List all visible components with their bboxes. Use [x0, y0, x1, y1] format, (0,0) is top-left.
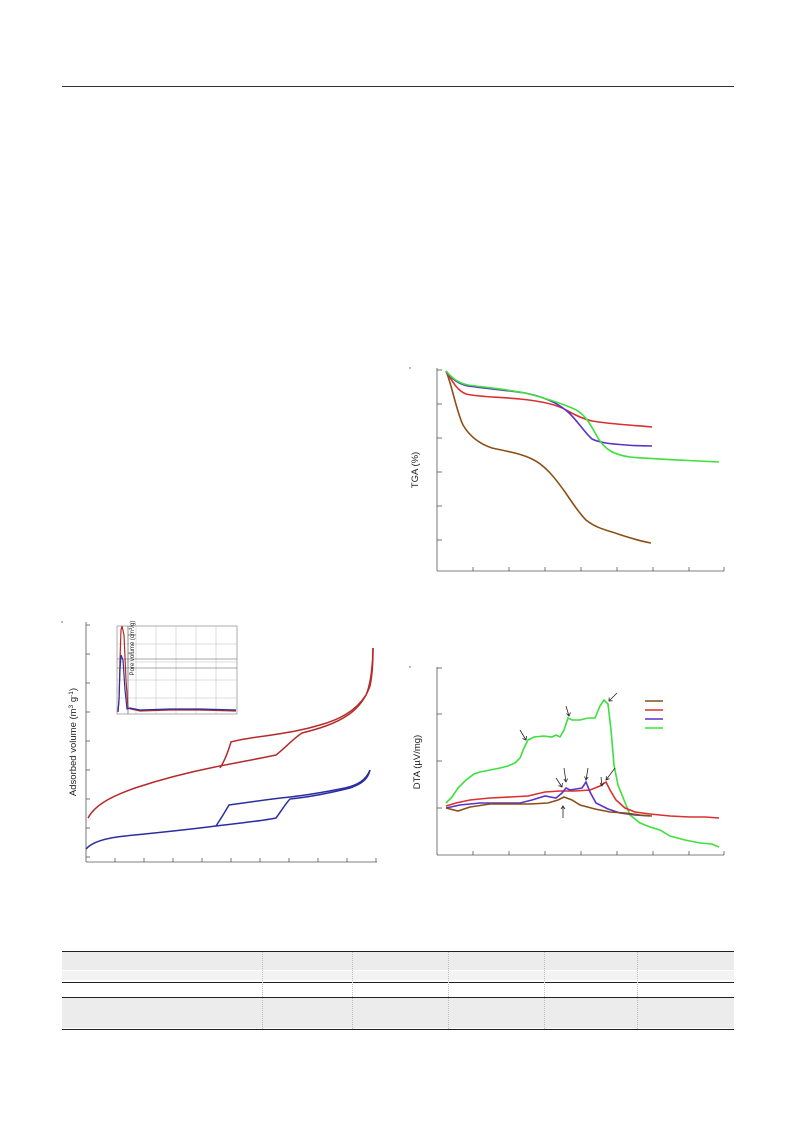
table-subheader-band [62, 971, 734, 980]
tga-series-red [445, 370, 653, 428]
isotherm-axes [85, 622, 377, 863]
table-header-band [62, 952, 734, 970]
tga-series-blue [445, 370, 653, 447]
tga-series-brown [445, 370, 652, 544]
dta-chart: DTA (µV/mg) [409, 666, 725, 856]
dta-series-red [445, 780, 720, 819]
isotherm-red-desorption [219, 647, 374, 769]
isotherm-blue-desorption [215, 769, 371, 827]
dta-axes [436, 667, 725, 856]
tga-axes [436, 368, 725, 572]
isotherm-ylabel: Adsorbed volume (m3 g-1) [68, 688, 79, 796]
dta-series-green [445, 698, 720, 848]
tga-chart: TGA (%) [409, 367, 725, 572]
inset-blue-curve [117, 654, 237, 713]
inset-ylabel: Pore volume (cm3/g) [128, 621, 136, 676]
dta-legend [645, 700, 663, 729]
dta-series-brown [445, 796, 653, 817]
pore-volume-inset: Pore volume (cm3/g) [116, 621, 238, 715]
tga-series-green [445, 370, 720, 463]
table-mid-rule [62, 997, 734, 998]
dta-ylabel: DTA (µV/mg) [412, 735, 423, 789]
dta-peak-arrows [519, 692, 618, 818]
table-body-band [62, 998, 734, 1028]
dta-series-blue [445, 780, 651, 817]
data-table [62, 951, 734, 1030]
inset-red-curve [117, 625, 237, 713]
isotherm-blue-adsorption [85, 769, 371, 850]
table-header-rule [62, 982, 734, 983]
table-bottom-rule [62, 1029, 734, 1030]
header-rule [62, 86, 734, 87]
table-top-rule [62, 951, 734, 952]
isotherm-chart: Adsorbed volume (m3 g-1) Pore volume (cm… [61, 621, 377, 863]
tga-ylabel: TGA (%) [410, 452, 421, 488]
